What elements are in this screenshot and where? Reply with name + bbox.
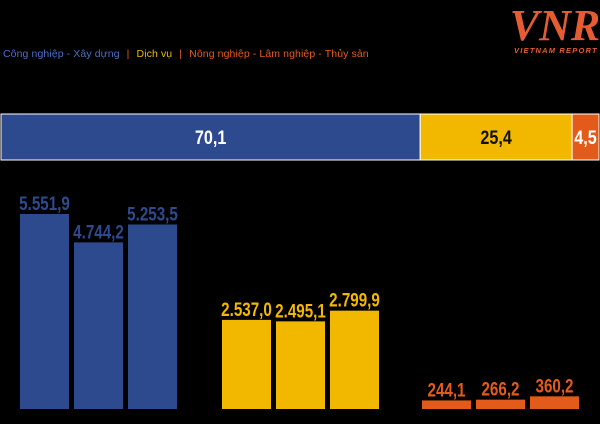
bar-value-label: 244,1 — [427, 379, 465, 401]
stacked-segment-3 — [571, 113, 600, 161]
bar-1-2 — [74, 242, 123, 409]
logo-mark-text: VNR — [510, 2, 600, 48]
bar-value-label: 4.744,2 — [73, 221, 124, 243]
stacked-segment-2 — [419, 113, 573, 161]
bar-1-1 — [20, 214, 69, 409]
legend-separator: | — [179, 48, 183, 60]
bar-value-label: 360,2 — [535, 375, 573, 397]
bar-2-1 — [222, 319, 271, 409]
stacked-segment-label: 4,5 — [574, 127, 597, 149]
stacked-segment-label: 70,1 — [195, 127, 227, 149]
bar-value-label: 266,2 — [481, 378, 519, 400]
legend-item-industry: Công nghiệp - Xây dựng — [3, 48, 120, 60]
bar-2-3 — [330, 310, 379, 409]
bar-value-label: 5.253,5 — [127, 203, 178, 225]
stacked-segment-label: 25,4 — [480, 127, 512, 149]
legend-item-agriculture: Nông nghiệp - Lâm nghiệp - Thủy sản — [189, 48, 369, 60]
vnr-logo-icon: VNR — [510, 2, 600, 48]
bar-1-3 — [128, 224, 177, 409]
bar-value-label: 5.551,9 — [19, 192, 70, 214]
legend-separator: | — [126, 48, 130, 60]
bar-value-label: 2.537,0 — [221, 298, 272, 320]
bar-value-label: 2.799,9 — [329, 289, 380, 311]
bar-3-1 — [422, 400, 471, 409]
bar-2-2 — [276, 321, 325, 409]
bar-3-2 — [476, 399, 525, 409]
vietnam-report-logo: VNR VIETNAM REPORT — [500, 0, 600, 64]
legend-item-services: Dịch vụ — [136, 48, 173, 60]
logo-text: VIETNAM REPORT — [514, 46, 598, 55]
legend: Công nghiệp - Xây dựng | Dịch vụ | Nông … — [3, 48, 369, 60]
bar-3-3 — [530, 396, 579, 409]
bar-value-label: 2.495,1 — [275, 300, 326, 322]
